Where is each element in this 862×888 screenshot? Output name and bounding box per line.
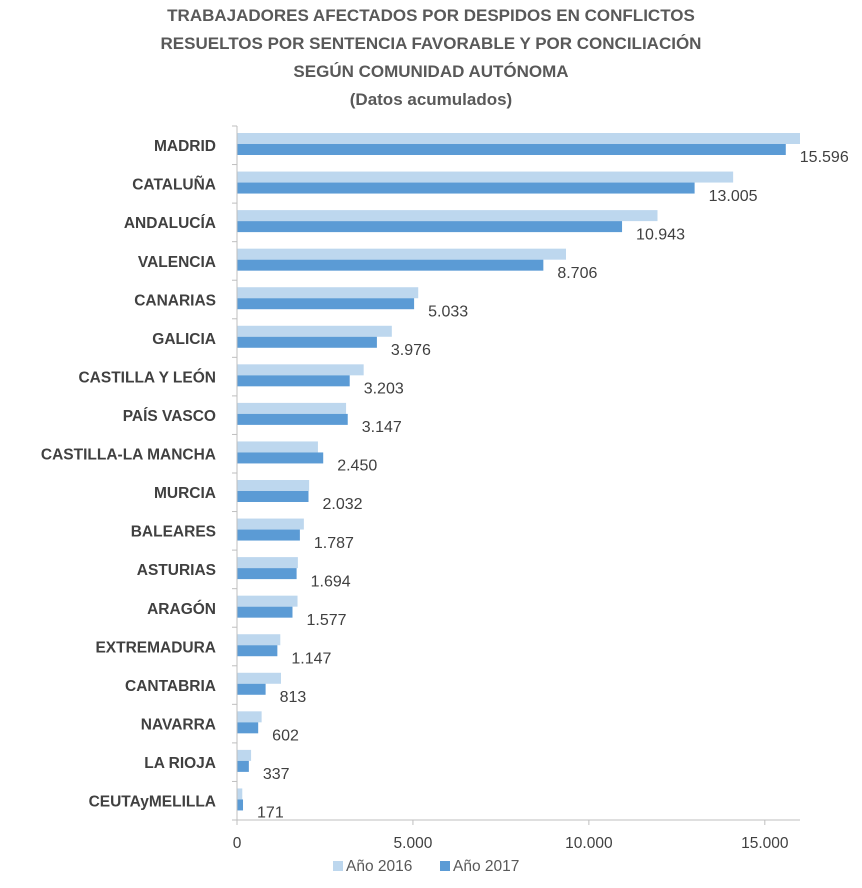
data-label-2017: 2.450	[337, 458, 377, 475]
data-label-2017: 602	[272, 728, 299, 745]
bar-2016	[237, 480, 310, 491]
bar-2016	[237, 287, 419, 299]
bar-2017	[237, 529, 300, 541]
data-label-2017: 337	[263, 766, 290, 783]
category-label: CASTILLA-LA MANCHA	[41, 447, 216, 464]
bar-2016	[237, 248, 567, 260]
bar-2016	[237, 325, 392, 337]
data-label-2017: 10.943	[636, 226, 685, 243]
bar-2017	[237, 799, 244, 811]
bar-2017	[237, 683, 266, 695]
x-tick-label: 0	[233, 835, 242, 852]
bar-2016	[237, 210, 658, 222]
bar-2016	[237, 518, 304, 530]
data-label-2017: 1.694	[311, 573, 351, 590]
category-label: NAVARRA	[141, 716, 216, 733]
bar-2016	[237, 634, 281, 646]
category-label: BALEARES	[131, 524, 216, 541]
category-label: GALICIA	[152, 331, 216, 348]
chart-title-line-2: RESUELTOS POR SENTENCIA FAVORABLE Y POR …	[160, 34, 702, 53]
bar-2017	[237, 375, 350, 387]
legend-label-2016: Año 2016	[346, 858, 412, 875]
legend-swatch-2017	[440, 861, 450, 871]
data-label-2017: 1.787	[314, 535, 354, 552]
bar-2017	[237, 298, 415, 310]
bar-2016	[237, 749, 252, 761]
category-label: ANDALUCÍA	[124, 215, 216, 232]
bar-2017	[237, 413, 348, 425]
data-label-2017: 1.577	[306, 612, 346, 629]
category-label: CANARIAS	[134, 292, 216, 309]
category-label: PAÍS VASCO	[123, 408, 216, 425]
category-label: VALENCIA	[138, 254, 216, 271]
x-tick-label: 10.000	[565, 835, 613, 852]
data-label-2017: 3.203	[364, 381, 404, 398]
plot-area: 15.596 13.005 10.943 8.706 5.033 3.976 3.203 3.…	[237, 133, 849, 822]
bar-2017	[237, 606, 293, 618]
category-label: ASTURIAS	[137, 562, 216, 579]
bar-2016	[237, 364, 364, 376]
bar-2016	[237, 133, 800, 144]
x-tick-label: 5.000	[394, 835, 433, 852]
bar-2017	[237, 722, 259, 734]
chart-title-line-1: TRABAJADORES AFECTADOS POR DESPIDOS EN C…	[167, 6, 695, 25]
bar-2016	[237, 402, 347, 414]
bar-2017	[237, 182, 695, 194]
category-label: CANTABRIA	[125, 678, 216, 695]
data-label-2017: 2.032	[323, 496, 363, 513]
category-label: LA RIOJA	[144, 755, 216, 772]
bar-2017	[237, 259, 544, 271]
axes: MADRID CATALUÑA ANDALUCÍA VALENCIA CANARIAS G…	[41, 125, 800, 852]
data-label-2017: 15.596	[800, 149, 849, 166]
legend: Año 2016 Año 2017	[333, 858, 519, 875]
data-label-2017: 171	[257, 805, 284, 822]
legend-swatch-2016	[333, 861, 343, 871]
bar-2016	[237, 557, 298, 569]
bar-2016	[237, 441, 318, 453]
bar-2016	[237, 672, 281, 684]
bar-2016	[237, 595, 298, 607]
data-label-2017: 8.706	[557, 265, 597, 282]
bar-2017	[237, 491, 309, 502]
data-label-2017: 813	[280, 689, 307, 706]
bar-2017	[237, 221, 623, 233]
bar-2016	[237, 171, 734, 183]
data-label-2017: 5.033	[428, 303, 468, 320]
data-label-2017: 13.005	[709, 188, 758, 205]
category-label: CATALUÑA	[132, 176, 216, 194]
bar-2017	[237, 452, 324, 464]
bar-2017	[237, 336, 377, 348]
bar-2016	[237, 788, 243, 800]
bar-2017	[237, 645, 278, 657]
chart-title-line-3: SEGÚN COMUNIDAD AUTÓNOMA	[293, 62, 569, 81]
bar-2017	[237, 760, 249, 772]
category-label: CASTILLA Y LEÓN	[78, 368, 216, 386]
data-label-2017: 3.147	[362, 419, 402, 436]
category-label: ARAGÓN	[147, 600, 216, 618]
x-tick-label: 15.000	[741, 835, 789, 852]
data-label-2017: 3.976	[391, 342, 431, 359]
bar-2017	[237, 568, 297, 580]
chart-subtitle: (Datos acumulados)	[349, 90, 513, 109]
bar-2017	[237, 144, 786, 155]
category-label: CEUTAyMELILLA	[89, 794, 216, 811]
data-label-2017: 1.147	[291, 650, 331, 667]
category-label: EXTREMADURA	[95, 639, 216, 656]
category-label: MADRID	[154, 138, 216, 155]
bar-2016	[237, 711, 262, 723]
category-label: MURCIA	[154, 485, 216, 502]
legend-label-2017: Año 2017	[453, 858, 519, 875]
